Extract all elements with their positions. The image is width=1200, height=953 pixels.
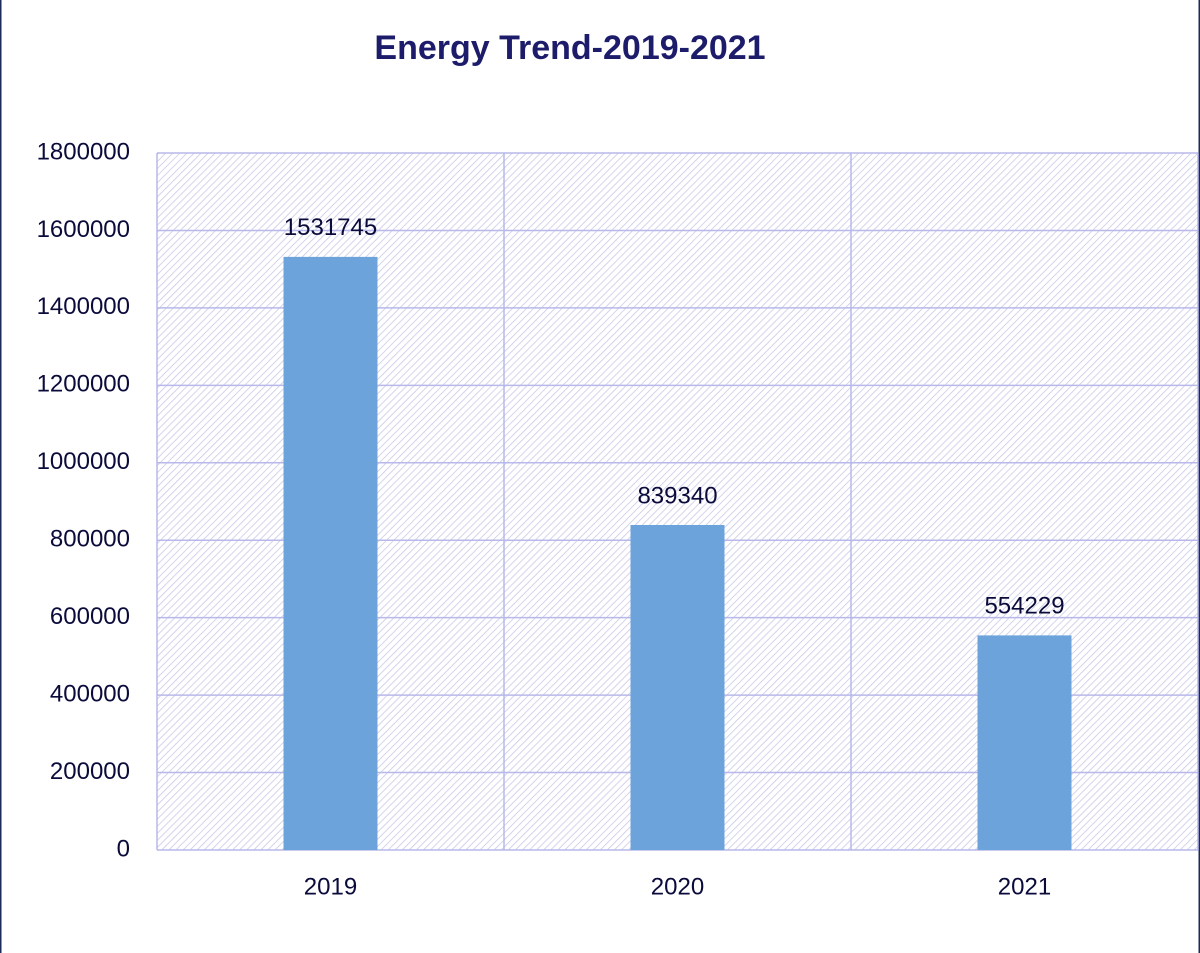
bar	[283, 256, 378, 851]
data-label: 839340	[637, 482, 717, 509]
data-label: 554229	[984, 593, 1064, 620]
chart-title: Energy Trend-2019-2021	[374, 29, 765, 67]
y-tick-label: 200000	[50, 758, 130, 785]
y-tick-label: 1600000	[37, 216, 130, 243]
y-tick-label: 400000	[50, 680, 130, 707]
y-tick-label: 1400000	[37, 293, 130, 320]
category-dividers	[156, 153, 1199, 850]
x-tick-label: 2019	[304, 873, 357, 900]
y-tick-label: 1000000	[37, 448, 130, 475]
y-tick-label: 800000	[50, 526, 130, 553]
y-tick-label: 1200000	[37, 371, 130, 398]
y-tick-label: 600000	[50, 603, 130, 630]
bar	[977, 635, 1072, 850]
x-tick-label: 2020	[651, 873, 704, 900]
y-tick-label: 1800000	[37, 138, 130, 165]
x-tick-label: 2021	[998, 873, 1051, 900]
y-tick-label: 0	[117, 835, 130, 862]
data-label: 1531745	[284, 214, 377, 241]
bar	[630, 524, 725, 850]
